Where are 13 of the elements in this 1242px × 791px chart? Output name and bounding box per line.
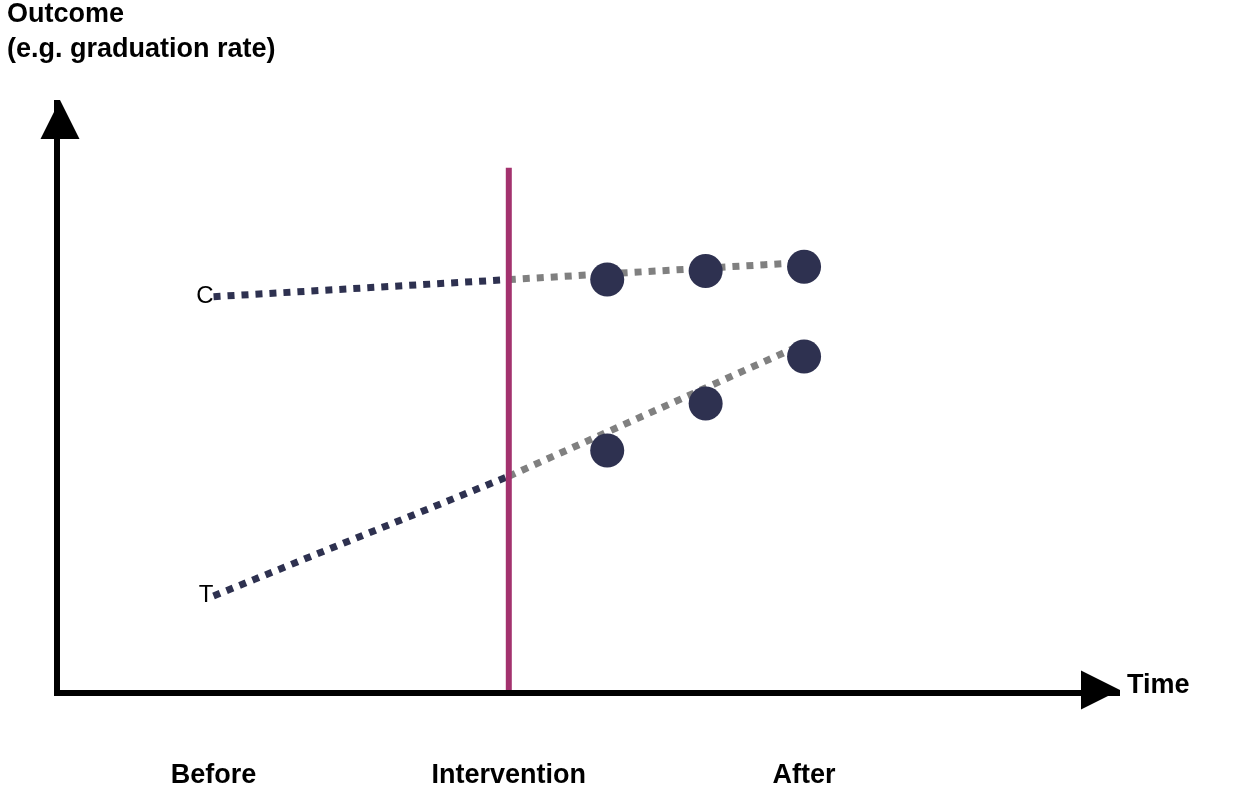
x-tick-label: Before	[170, 759, 257, 790]
point	[590, 433, 625, 468]
x-tick-label: Intervention	[431, 759, 587, 790]
x-tick-label: After	[772, 759, 837, 790]
series-label: T	[198, 579, 214, 607]
point	[590, 262, 625, 297]
text: Outcome (e.g. graduation rate)	[7, 0, 276, 64]
series-label: C	[196, 280, 214, 308]
point	[787, 249, 822, 284]
text: Time	[1127, 669, 1190, 699]
point	[688, 386, 723, 421]
point	[688, 254, 723, 288]
point	[787, 339, 822, 374]
